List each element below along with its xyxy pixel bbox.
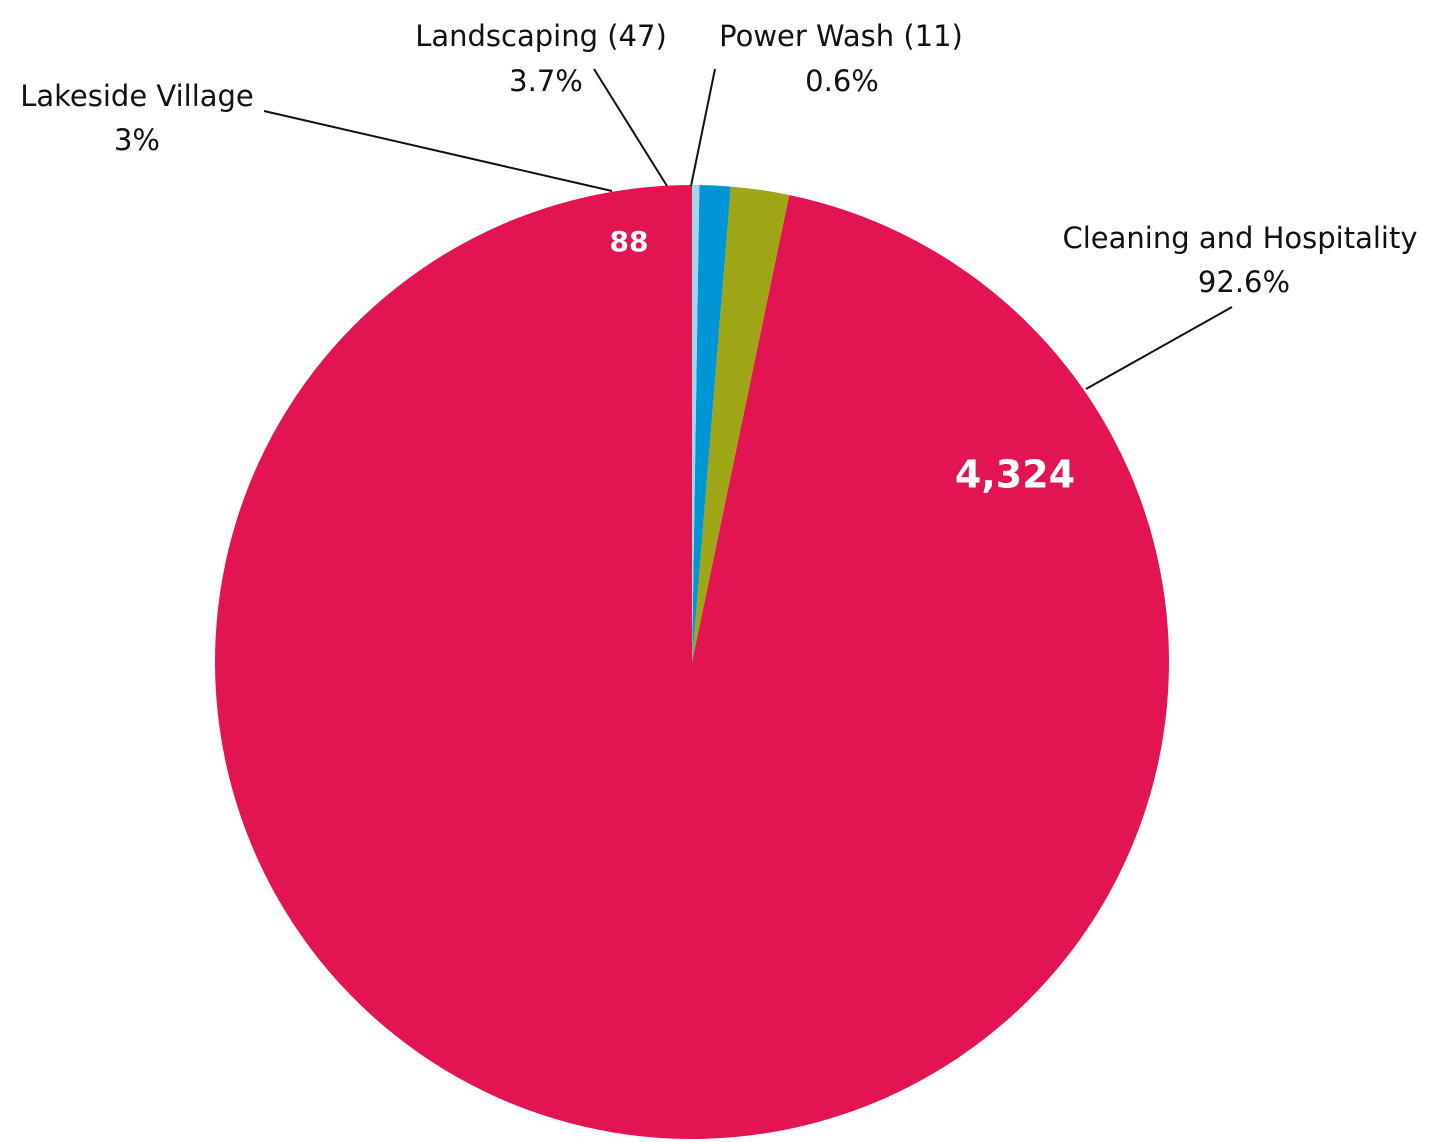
- slice-name-label-lakeside: Lakeside Village: [20, 79, 254, 113]
- leader-line-lakeside: [264, 111, 612, 191]
- slice-percent-label-cleaning: 92.6%: [1198, 265, 1290, 299]
- slice-name-label-cleaning: Cleaning and Hospitality: [1062, 221, 1417, 255]
- slice-value-label-cleaning: 4,324: [955, 453, 1075, 497]
- pie-slices: [215, 185, 1169, 1139]
- slice-percent-label-powerwash: 0.6%: [805, 64, 879, 98]
- leader-line-powerwash: [691, 69, 715, 186]
- slice-value-label-lakeside: 88: [610, 225, 649, 258]
- leader-line-landscaping: [594, 69, 667, 186]
- leader-line-cleaning: [1086, 307, 1232, 389]
- slice-percent-label-landscaping: 3.7%: [509, 64, 583, 98]
- slice-percent-label-lakeside: 3%: [114, 123, 160, 157]
- slice-name-label-powerwash: Power Wash (11): [719, 19, 963, 53]
- slice-name-label-landscaping: Landscaping (47): [415, 19, 667, 53]
